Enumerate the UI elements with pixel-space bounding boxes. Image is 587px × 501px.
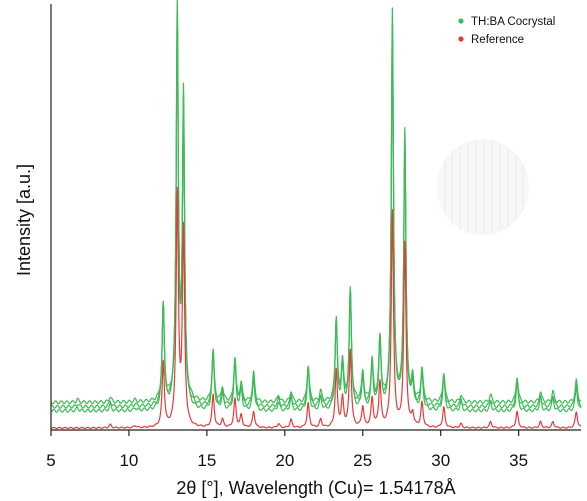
x-axis-title: 2θ [°], Wavelength (Cu)= 1.54178Å <box>176 478 455 498</box>
y-axis-title: Intensity [a.u.] <box>14 164 34 276</box>
series-line <box>50 0 582 413</box>
series-line <box>50 13 582 409</box>
watermark <box>437 139 529 235</box>
x-tick-label: 25 <box>353 451 372 470</box>
x-tick-label: 35 <box>509 451 528 470</box>
legend: TH:BA Cocrystal Reference <box>458 16 555 46</box>
series-line <box>50 32 582 405</box>
x-tick-label: 10 <box>119 451 138 470</box>
x-tick-label: 20 <box>275 451 294 470</box>
x-tick-label: 30 <box>431 451 450 470</box>
x-axis-ticks: 5 10 15 20 25 30 35 <box>46 430 528 470</box>
legend-marker-reference <box>458 36 464 42</box>
x-tick-label: 5 <box>46 451 55 470</box>
axes-frame <box>50 4 581 431</box>
x-tick-label: 15 <box>197 451 216 470</box>
legend-marker-cocrystal <box>458 18 464 24</box>
legend-label-cocrystal: TH:BA Cocrystal <box>471 16 555 28</box>
plot-lines <box>50 0 582 430</box>
legend-label-reference: Reference <box>471 34 524 46</box>
series-line <box>50 186 582 430</box>
